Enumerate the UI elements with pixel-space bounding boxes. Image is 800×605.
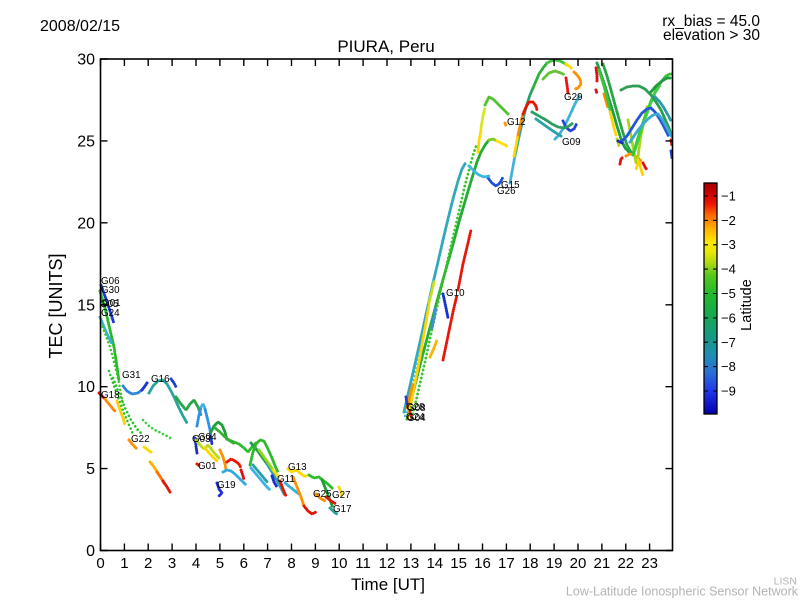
svg-text:rx_bias = 45.0: rx_bias = 45.0 [662, 13, 760, 30]
svg-text:G10: G10 [446, 288, 465, 299]
svg-text:12: 12 [379, 555, 396, 572]
svg-text:18: 18 [522, 555, 539, 572]
svg-text:30: 30 [77, 52, 95, 69]
svg-text:G11: G11 [277, 474, 295, 485]
svg-text:G26: G26 [497, 186, 516, 197]
svg-text:19: 19 [546, 555, 563, 572]
svg-text:−6: −6 [721, 310, 736, 325]
svg-text:16: 16 [474, 555, 491, 572]
svg-text:G25: G25 [313, 489, 332, 500]
svg-text:G04: G04 [407, 413, 426, 424]
svg-text:2: 2 [144, 555, 152, 572]
svg-text:Time [UT]: Time [UT] [351, 575, 425, 594]
svg-text:14: 14 [426, 555, 443, 572]
svg-text:10: 10 [77, 379, 95, 396]
svg-text:−2: −2 [721, 213, 736, 228]
svg-text:G16: G16 [151, 374, 170, 385]
svg-text:0: 0 [96, 555, 104, 572]
svg-text:−3: −3 [721, 237, 736, 252]
svg-text:G18: G18 [101, 390, 120, 401]
svg-text:G08: G08 [407, 403, 426, 414]
svg-text:G05: G05 [100, 299, 119, 310]
svg-text:LISN: LISN [774, 576, 797, 588]
svg-text:22: 22 [617, 555, 634, 572]
svg-text:elevation > 30: elevation > 30 [663, 27, 760, 44]
svg-text:7: 7 [263, 555, 271, 572]
svg-text:G03: G03 [192, 434, 211, 445]
svg-text:4: 4 [192, 555, 200, 572]
svg-text:−4: −4 [721, 262, 736, 277]
svg-text:2008/02/15: 2008/02/15 [40, 18, 120, 35]
svg-text:−9: −9 [721, 384, 736, 399]
svg-text:G29: G29 [564, 92, 583, 103]
svg-text:G15: G15 [501, 180, 520, 191]
svg-text:G12: G12 [507, 117, 526, 128]
svg-text:13: 13 [403, 555, 420, 572]
svg-text:20: 20 [570, 555, 587, 572]
svg-text:G24: G24 [406, 412, 425, 423]
svg-text:9: 9 [311, 555, 319, 572]
svg-text:6: 6 [240, 555, 248, 572]
svg-text:15: 15 [77, 297, 95, 314]
svg-text:8: 8 [287, 555, 295, 572]
svg-text:−5: −5 [721, 286, 736, 301]
svg-text:TEC [UNITS]: TEC [UNITS] [46, 253, 66, 358]
svg-text:G13: G13 [288, 462, 307, 473]
svg-text:Latitude: Latitude [739, 279, 755, 331]
svg-text:G22: G22 [131, 434, 150, 445]
svg-text:−1: −1 [721, 189, 736, 204]
svg-text:PIURA, Peru: PIURA, Peru [337, 37, 434, 56]
svg-text:G01: G01 [102, 298, 121, 309]
svg-text:G27: G27 [332, 490, 351, 501]
svg-text:5: 5 [216, 555, 224, 572]
svg-text:G24: G24 [101, 308, 120, 319]
svg-text:3: 3 [168, 555, 176, 572]
svg-text:G04: G04 [198, 432, 217, 443]
svg-text:G31: G31 [122, 370, 141, 381]
svg-text:G30: G30 [101, 285, 120, 296]
svg-text:15: 15 [450, 555, 467, 572]
svg-text:17: 17 [498, 555, 515, 572]
svg-text:10: 10 [331, 555, 348, 572]
svg-text:0: 0 [86, 543, 95, 560]
svg-text:G09: G09 [562, 137, 581, 148]
svg-text:G17: G17 [333, 504, 352, 515]
svg-text:5: 5 [86, 461, 95, 478]
svg-text:G28: G28 [406, 402, 425, 413]
svg-text:21: 21 [594, 555, 611, 572]
svg-text:1: 1 [120, 555, 128, 572]
svg-text:G19: G19 [217, 480, 236, 491]
svg-text:11: 11 [355, 555, 371, 572]
svg-text:G01: G01 [198, 461, 217, 472]
svg-text:G06: G06 [101, 276, 120, 287]
svg-text:−7: −7 [721, 335, 736, 350]
svg-text:−8: −8 [721, 359, 736, 374]
svg-text:20: 20 [77, 215, 95, 232]
svg-text:Low-Latitude Ionospheric Senso: Low-Latitude Ionospheric Sensor Network [566, 585, 799, 599]
svg-text:25: 25 [77, 133, 95, 150]
svg-text:23: 23 [641, 555, 658, 572]
